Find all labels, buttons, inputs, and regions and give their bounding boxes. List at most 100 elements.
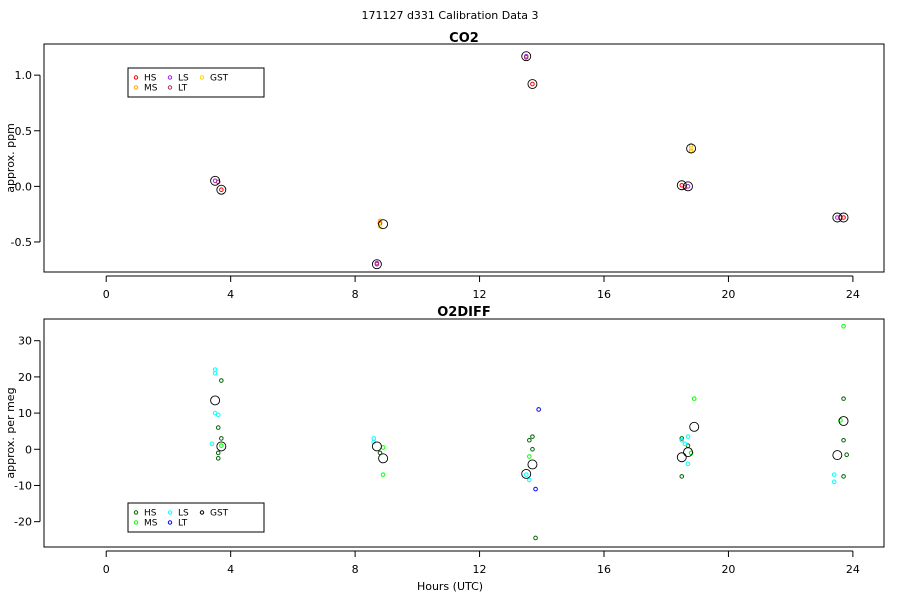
o2diff-point-hs [841,437,846,443]
o2diff-point-ls [209,441,215,447]
o2diff-point-hs [844,452,849,458]
o2diff-ylabel: approx. per meg [4,387,17,478]
o2diff-point-ls [831,479,837,485]
co2-mean-marker [371,259,382,270]
co2-mean-marker [210,175,221,186]
o2diff-mean-marker [527,459,538,470]
o2diff-mean-marker [838,416,849,427]
o2diff-point-ls [212,367,218,372]
co2-ylabel: approx. ppm [4,123,17,193]
o2diff-mean-marker [689,421,700,432]
co2-y-tick-label: 0.5 [15,125,33,138]
o2diff-y-tick-label: -10 [14,479,32,492]
co2-point-lt [374,260,380,266]
co2-mean-marker [832,212,843,223]
co2-point-lt [215,179,221,185]
o2diff-point-ms [380,472,386,477]
co2-legend-box [127,67,265,98]
o2diff-point-ms [380,445,386,450]
figure-suptitle: 171127 d331 Calibration Data 3 [361,9,538,22]
o2diff-point-hs [679,436,685,441]
o2diff-y-tick-label: 10 [18,407,32,420]
co2-legend-marker-ls [167,75,173,80]
co2-point-ms [377,218,383,224]
o2diff-point-hs [215,425,221,430]
o2diff-point-ls [215,412,221,418]
o2diff-y-tick-label: 30 [18,335,32,348]
co2-legend-marker-ms [133,85,139,90]
o2diff-panel: O2DIFF approx. per meg 0 4 8 12 16 20 24 -20 -10… [4,305,885,576]
o2diff-point-hs [215,456,221,461]
co2-mean-marker [686,143,697,154]
o2diff-mean-marker [832,450,843,461]
co2-legend-marker-gst [199,75,205,80]
o2diff-y-tick-label: 20 [18,371,32,384]
co2-legend-label-ls: LS [178,74,189,84]
o2diff-mean-marker [210,395,221,406]
o2diff-point-ls [679,437,685,443]
o2diff-x-tick-label: 16 [597,563,611,576]
co2-x-tick-label: 8 [352,288,359,301]
o2diff-point-ls [682,441,688,447]
co2-x-tick-label: 0 [103,288,110,301]
co2-mean-marker [521,51,532,62]
co2-point-lt [682,185,688,190]
o2diff-x-tick-label: 24 [846,563,860,576]
co2-x-tick-label: 4 [227,288,234,301]
co2-legend-label-hs: HS [144,74,157,84]
co2-mean-marker [378,219,389,230]
o2diff-legend-marker-ms [133,520,139,525]
o2diff-point-ls [371,436,377,441]
o2diff-point-hs [530,446,535,452]
o2diff-x-tick-label: 20 [721,563,735,576]
o2diff-point-hs [841,396,846,401]
o2diff-plot-frame [43,318,885,548]
co2-legend-marker-lt [167,85,173,90]
co2-legend-marker-hs [133,75,139,80]
o2diff-point-hs [527,437,532,443]
o2diff-point-hs [219,436,224,441]
co2-y-tick-label: 1.0 [15,69,33,82]
co2-legend: HS MS LS LT GST [127,67,265,98]
o2diff-x-tick-label: 12 [473,563,487,576]
co2-point-gst [377,224,383,229]
figure-xlabel: Hours (UTC) [417,580,483,593]
co2-plot-area: 0 4 8 12 16 20 24 -0.5 0.0 0.5 1.0 [11,43,885,301]
o2diff-legend-label-ls: LS [178,509,189,519]
co2-title: CO2 [449,31,479,46]
o2diff-x-tick-label: 8 [352,563,359,576]
o2diff-point-lt [536,407,541,412]
co2-point-lt [523,55,529,60]
o2diff-mean-marker [371,441,382,452]
co2-legend-label-gst: GST [210,74,229,84]
co2-mean-marker [216,184,227,195]
co2-point-hs [219,187,224,192]
co2-x-tick-label: 12 [473,288,487,301]
o2diff-legend-marker-hs [133,510,139,515]
o2diff-y-tick-label: 0 [25,443,32,456]
o2diff-legend-label-ms: MS [144,519,158,529]
o2diff-point-ls [527,477,532,483]
co2-x-tick-label: 20 [721,288,735,301]
co2-panel: CO2 approx. ppm 0 4 8 12 16 20 24 -0.5 0.0 0.5 1.0… [4,31,885,301]
o2diff-y-tick-label: -20 [14,516,32,529]
o2diff-point-ls [831,472,837,477]
o2diff-mean-marker [676,452,687,463]
o2diff-point-hs [219,378,224,383]
o2diff-mean-marker [683,447,693,458]
co2-point-hs [530,81,535,87]
o2diff-legend-marker-ls [167,510,173,515]
o2diff-point-ms [838,418,843,423]
o2diff-x-tick-label: 4 [227,563,234,576]
o2diff-point-ls [523,472,529,477]
o2diff-point-ls [685,434,691,439]
o2diff-point-ls [685,461,691,467]
co2-y-tick-label: 0.0 [15,180,33,193]
o2diff-legend-label-lt: LT [178,519,188,529]
co2-point-ms [688,148,694,154]
o2diff-legend-marker-gst [199,510,205,515]
o2diff-mean-marker [216,441,227,452]
co2-x-tick-label: 24 [846,288,860,301]
o2diff-point-hs [215,450,221,456]
